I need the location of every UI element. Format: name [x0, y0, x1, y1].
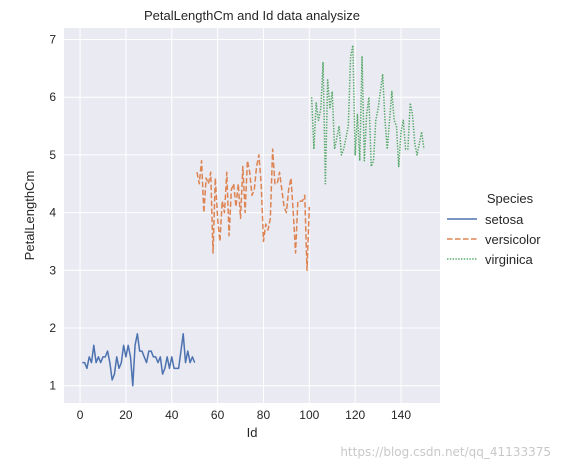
x-tick-label: 140 — [391, 408, 411, 422]
x-tick-labels: 0 20 40 60 80 100 120 140 — [77, 408, 412, 422]
legend-title: Species — [487, 191, 534, 206]
y-tick-label: 5 — [49, 148, 56, 162]
legend-label-virginica: virginica — [485, 252, 533, 267]
legend-label-versicolor: versicolor — [485, 232, 541, 247]
legend: Species setosa versicolor virginica — [447, 191, 541, 267]
chart-title: PetalLengthCm and Id data analysize — [144, 8, 360, 23]
y-tick-labels: 1 2 3 4 5 6 7 — [49, 33, 56, 393]
x-tick-label: 40 — [165, 408, 179, 422]
x-tick-label: 100 — [299, 408, 319, 422]
series-lines — [82, 44, 425, 387]
x-tick-label: 60 — [211, 408, 225, 422]
series-line-setosa — [82, 333, 196, 387]
x-tick-label: 0 — [77, 408, 84, 422]
x-tick-label: 80 — [257, 408, 271, 422]
y-tick-label: 2 — [49, 321, 56, 335]
legend-label-setosa: setosa — [485, 212, 524, 227]
y-tick-label: 6 — [49, 90, 56, 104]
legend-entries: setosa versicolor virginica — [447, 212, 541, 267]
y-tick-label: 4 — [49, 206, 56, 220]
x-axis-label: Id — [247, 425, 258, 440]
plot-area — [64, 28, 440, 403]
plot-background — [64, 28, 440, 403]
y-tick-label: 1 — [49, 379, 56, 393]
x-tick-label: 20 — [119, 408, 133, 422]
y-axis-label: PetalLengthCm — [22, 171, 37, 261]
watermark: https://blog.csdn.net/qq_41133375 — [340, 445, 551, 459]
x-tick-label: 120 — [345, 408, 365, 422]
series-line-versicolor — [196, 148, 311, 272]
y-tick-label: 3 — [49, 263, 56, 277]
y-tick-label: 7 — [49, 33, 56, 47]
